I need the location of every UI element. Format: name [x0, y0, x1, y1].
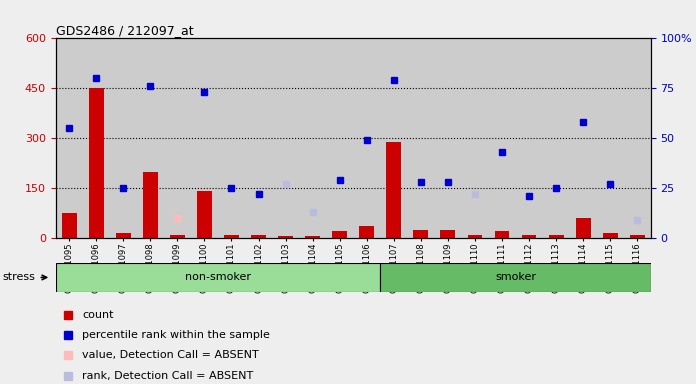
Bar	[143, 172, 158, 238]
Bar	[468, 235, 482, 238]
Bar	[306, 237, 320, 238]
Bar	[596, 38, 624, 238]
Text: non-smoker: non-smoker	[185, 272, 251, 283]
Bar	[380, 263, 651, 292]
Bar	[332, 232, 347, 238]
Bar	[170, 235, 185, 238]
Bar	[548, 235, 564, 238]
Text: count: count	[82, 310, 114, 320]
Text: rank, Detection Call = ABSENT: rank, Detection Call = ABSENT	[82, 371, 254, 381]
Bar	[624, 38, 651, 238]
Bar	[576, 218, 591, 238]
Bar	[164, 38, 191, 238]
Bar	[251, 235, 266, 238]
Bar	[543, 38, 569, 238]
Bar	[380, 38, 407, 238]
Bar	[89, 88, 104, 238]
Bar	[116, 233, 131, 238]
Bar	[245, 38, 272, 238]
Bar	[359, 227, 374, 238]
Text: smoker: smoker	[495, 272, 536, 283]
Bar	[603, 233, 617, 238]
Bar	[83, 38, 110, 238]
Text: percentile rank within the sample: percentile rank within the sample	[82, 330, 270, 340]
Bar	[407, 38, 434, 238]
Bar	[521, 235, 537, 238]
Bar	[56, 263, 380, 292]
Bar	[224, 235, 239, 238]
Bar	[569, 38, 596, 238]
Text: GDS2486 / 212097_at: GDS2486 / 212097_at	[56, 24, 193, 37]
Text: stress: stress	[3, 272, 47, 283]
Bar	[191, 38, 218, 238]
Bar	[56, 38, 83, 238]
Bar	[326, 38, 354, 238]
Bar	[434, 38, 461, 238]
Bar	[197, 192, 212, 238]
Bar	[516, 38, 543, 238]
Bar	[62, 213, 77, 238]
Bar	[299, 38, 326, 238]
Bar	[489, 38, 516, 238]
Bar	[354, 38, 380, 238]
Bar	[441, 230, 455, 238]
Bar	[218, 38, 245, 238]
Text: value, Detection Call = ABSENT: value, Detection Call = ABSENT	[82, 350, 259, 360]
Bar	[461, 38, 489, 238]
Bar	[413, 230, 428, 238]
Bar	[278, 237, 293, 238]
Bar	[630, 235, 644, 238]
Bar	[386, 142, 401, 238]
Bar	[110, 38, 137, 238]
Bar	[272, 38, 299, 238]
Bar	[495, 232, 509, 238]
Bar	[137, 38, 164, 238]
